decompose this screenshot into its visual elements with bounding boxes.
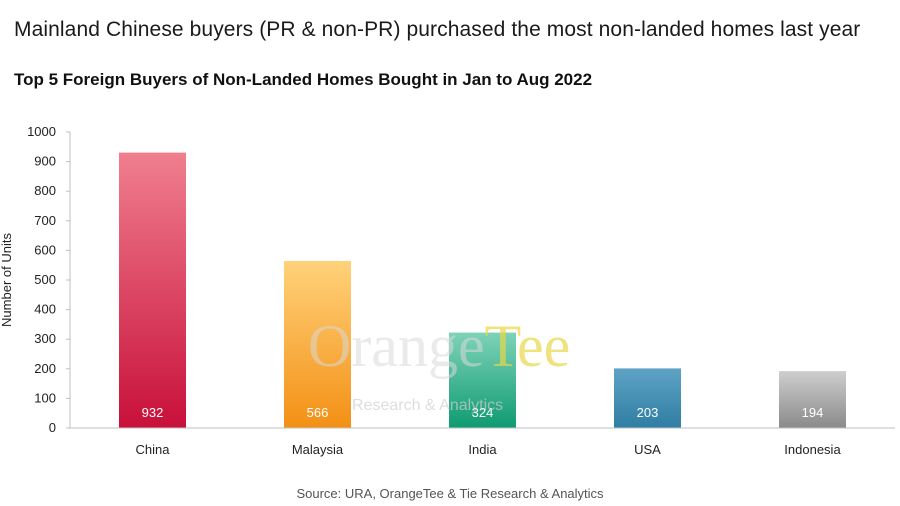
y-tick-label: 0 — [49, 420, 56, 435]
bar-indonesia — [778, 370, 847, 429]
watermark-tagline: Research & Analytics — [352, 397, 503, 414]
bar-malaysia — [283, 259, 352, 429]
svg-text:OrangeTee: OrangeTee — [308, 313, 570, 379]
x-tick-label-malaysia: Malaysia — [292, 442, 344, 457]
source-note: Source: URA, OrangeTee & Tie Research & … — [296, 486, 604, 501]
y-tick-label: 700 — [34, 213, 56, 228]
y-tick-label: 1000 — [27, 124, 56, 139]
x-axis: China Malaysia India USA Indonesia — [70, 427, 895, 457]
data-label-china: 932 — [142, 405, 164, 420]
bar-chart: 0 100 200 300 400 500 600 700 800 900 1000 932 566 3… — [0, 124, 895, 457]
y-axis-title: Number of Units — [0, 233, 14, 327]
y-axis: 0 100 200 300 400 500 600 700 800 900 1000 — [27, 124, 71, 435]
bar-usa — [613, 367, 682, 429]
x-tick-label-indonesia: Indonesia — [784, 442, 841, 457]
headline: Mainland Chinese buyers (PR & non-PR) pu… — [14, 18, 861, 41]
y-tick-label: 900 — [34, 154, 56, 169]
x-tick-label-usa: USA — [634, 442, 661, 457]
y-tick-label: 600 — [34, 242, 56, 257]
y-tick-label: 400 — [34, 302, 56, 317]
watermark-logo: OrangeTee Research & Analytics — [308, 313, 570, 414]
watermark-brand-accent: Tee — [485, 313, 571, 379]
data-label-india: 324 — [472, 405, 494, 420]
data-label-indonesia: 194 — [802, 405, 824, 420]
watermark-brand-main: Orange — [308, 313, 485, 379]
bar-india — [448, 331, 517, 429]
data-label-usa: 203 — [637, 405, 659, 420]
y-tick-label: 100 — [34, 390, 56, 405]
bars: 932 566 324 203 194 — [118, 151, 847, 429]
x-tick-label-india: India — [468, 442, 497, 457]
chart-title: Top 5 Foreign Buyers of Non-Landed Homes… — [14, 70, 593, 89]
y-tick-label: 300 — [34, 331, 56, 346]
x-tick-label-china: China — [136, 442, 171, 457]
bar-china — [118, 151, 187, 429]
y-tick-label: 200 — [34, 361, 56, 376]
y-tick-label: 500 — [34, 272, 56, 287]
data-label-malaysia: 566 — [307, 405, 329, 420]
y-tick-label: 800 — [34, 183, 56, 198]
